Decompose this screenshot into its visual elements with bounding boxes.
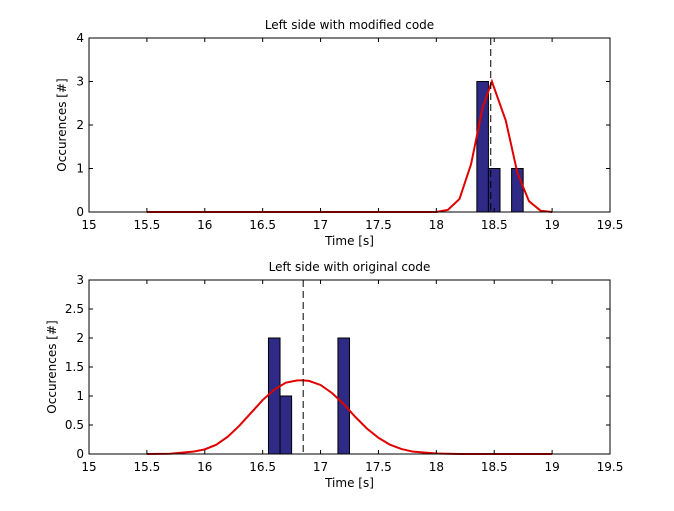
y-tick-label: 0	[76, 205, 84, 219]
x-tick-label: 16	[197, 460, 212, 474]
x-tick-label: 19	[544, 218, 559, 232]
x-tick-label: 15.5	[134, 460, 161, 474]
x-tick-label: 17.5	[365, 460, 392, 474]
x-tick-label: 17.5	[365, 218, 392, 232]
x-tick-label: 17	[313, 460, 328, 474]
y-tick-label: 2.5	[65, 302, 84, 316]
x-tick-label: 15	[81, 460, 96, 474]
x-tick-label: 18.5	[481, 460, 508, 474]
y-tick-label: 0	[76, 447, 84, 461]
bar-1	[267, 337, 281, 455]
y-axis-label: Occurences [#]	[45, 320, 59, 413]
x-tick-label: 18	[429, 460, 444, 474]
x-tick-label: 15	[81, 218, 96, 232]
bar-1	[476, 81, 489, 213]
fit-curve	[146, 379, 553, 455]
x-tick-label: 17	[313, 218, 328, 232]
y-tick-label: 2	[76, 118, 84, 132]
bar-2	[487, 168, 501, 213]
y-tick-label: 3	[76, 273, 84, 287]
chart-title: Left side with original code	[269, 260, 431, 274]
x-tick-label: 19	[544, 460, 559, 474]
subplot-1: 15 15.5 16 16.5 17 17.5 18 18.5 19 19.5 0 1 2 3 4 Left …	[55, 18, 623, 248]
x-tick-label: 15.5	[134, 218, 161, 232]
x-tick-label: 18.5	[481, 218, 508, 232]
x-tick-label: 19.5	[597, 218, 624, 232]
x-axis-label: Time [s]	[324, 234, 374, 248]
plot-area	[89, 38, 610, 212]
bar-2	[279, 395, 293, 455]
chart-title: Left side with modified code	[265, 18, 434, 32]
x-axis-label: Time [s]	[324, 476, 374, 490]
subplot-2: 15 15.5 16 16.5 17 17.5 18 18.5 19 19.5 0 0.5 1 1.5 2 2…	[45, 260, 623, 490]
y-tick-label: 1.5	[65, 360, 84, 374]
y-tick-label: 1	[76, 389, 84, 403]
bar-3	[337, 337, 350, 455]
y-axis-label: Occurences [#]	[55, 78, 69, 171]
y-tick-label: 4	[76, 31, 84, 45]
x-tick-label: 18	[429, 218, 444, 232]
y-tick-label: 2	[76, 331, 84, 345]
y-tick-label: 0.5	[65, 418, 84, 432]
x-tick-label: 16	[197, 218, 212, 232]
x-tick-label: 16.5	[249, 460, 276, 474]
y-tick-label: 3	[76, 75, 84, 89]
x-tick-label: 16.5	[249, 218, 276, 232]
x-tick-label: 19.5	[597, 460, 624, 474]
y-tick-label: 1	[76, 162, 84, 176]
